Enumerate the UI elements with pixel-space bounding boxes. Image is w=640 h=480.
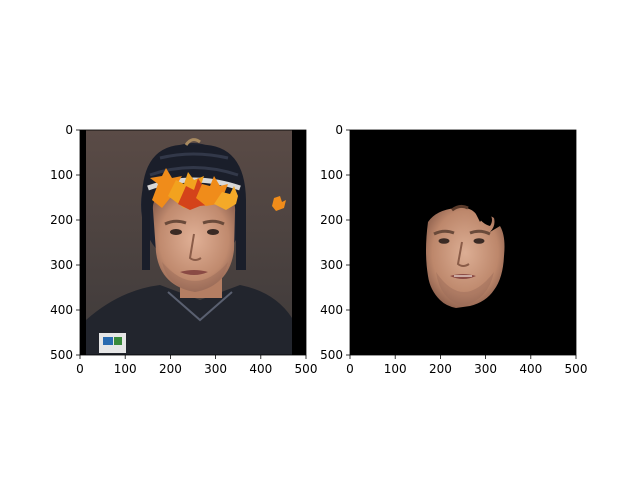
x-tick-label: 500 [565, 362, 588, 376]
y-tick-label: 0 [335, 123, 343, 137]
y-tick-label: 500 [320, 348, 343, 362]
y-tick-label: 400 [320, 303, 343, 317]
x-tick-label: 500 [295, 362, 318, 376]
x-tick-label: 400 [249, 362, 272, 376]
left-image [80, 130, 306, 355]
x-tick-label: 100 [114, 362, 137, 376]
x-tick-label: 100 [384, 362, 407, 376]
x-tick-label: 200 [429, 362, 452, 376]
y-tick-label: 0 [65, 123, 73, 137]
x-tick-label: 0 [76, 362, 84, 376]
y-tick-label: 200 [320, 213, 343, 227]
y-tick-label: 100 [320, 168, 343, 182]
y-tick-label: 100 [50, 168, 73, 182]
y-tick-label: 500 [50, 348, 73, 362]
y-tick-label: 400 [50, 303, 73, 317]
y-tick-label: 200 [50, 213, 73, 227]
x-tick-label: 300 [204, 362, 227, 376]
y-tick-label: 300 [320, 258, 343, 272]
y-tick-label: 300 [50, 258, 73, 272]
x-tick-label: 0 [346, 362, 354, 376]
right-image [350, 130, 576, 355]
x-tick-label: 400 [519, 362, 542, 376]
x-tick-label: 300 [474, 362, 497, 376]
x-tick-label: 200 [159, 362, 182, 376]
